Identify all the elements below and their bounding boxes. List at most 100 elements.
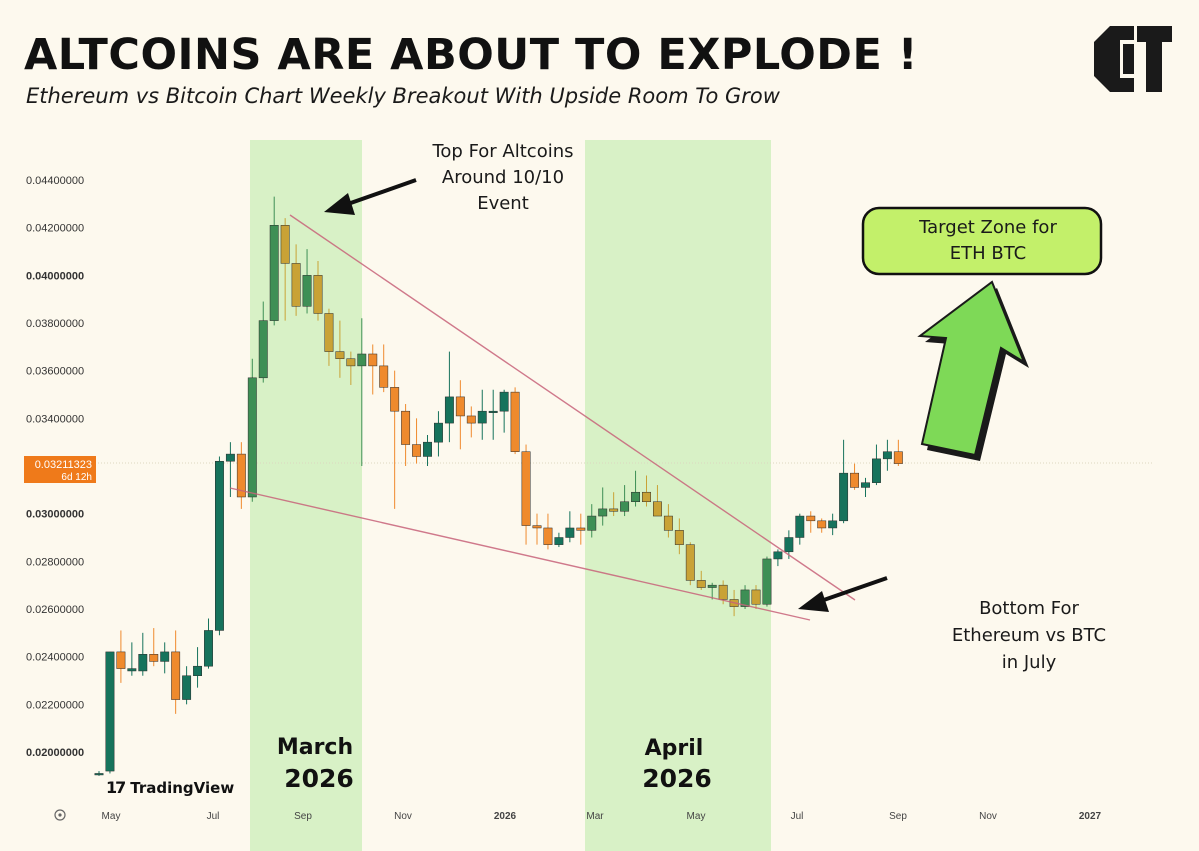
- candle: [138, 632, 148, 676]
- candle-body: [565, 527, 575, 538]
- candle: [850, 463, 859, 490]
- candle-body: [510, 391, 520, 452]
- candle: [839, 439, 849, 524]
- band-label-march-year: 2026: [284, 764, 354, 793]
- target-zone-box: [861, 206, 1103, 276]
- candle: [893, 439, 903, 466]
- y-tick-label: 0.04200000: [26, 223, 84, 235]
- candle-body: [795, 515, 805, 538]
- settings-icon: [54, 809, 66, 821]
- top-note-line: Event: [477, 193, 529, 214]
- candle: [423, 435, 432, 466]
- band-label-march: March: [277, 735, 353, 760]
- x-tick-label: 2026: [494, 811, 517, 822]
- candle-body: [236, 453, 246, 498]
- x-axis: May Jul Sep Nov 2026 Mar May Jul Sep Nov 2027: [54, 809, 1102, 822]
- price-badge-value: 0.03211323: [35, 459, 92, 471]
- bottom-note-line: Ethereum vs BTC: [952, 625, 1106, 646]
- candle-body: [773, 551, 783, 560]
- candle-body: [171, 651, 181, 700]
- y-tick-label: 0.03800000: [26, 318, 84, 330]
- candle-body: [488, 410, 498, 413]
- candle: [236, 442, 246, 509]
- candle-body: [269, 225, 279, 321]
- candle: [631, 470, 640, 507]
- candle-body: [653, 501, 662, 517]
- candle: [499, 389, 509, 433]
- candle-body: [444, 396, 454, 424]
- bottom-arrow-head-icon: [798, 591, 829, 612]
- candle: [280, 218, 290, 321]
- candle: [127, 642, 137, 676]
- candle: [751, 585, 761, 609]
- x-tick-label: 2027: [1079, 811, 1102, 822]
- candle: [466, 406, 476, 438]
- candle-body: [291, 263, 301, 307]
- candle: [477, 389, 487, 440]
- candle: [488, 389, 498, 440]
- candle-body: [674, 530, 684, 545]
- band-label-april: April: [645, 736, 704, 761]
- candle-body: [116, 651, 126, 669]
- annotations: Top For Altcoins Around 10/10 Event Bottom …: [277, 141, 1106, 793]
- candle-body: [718, 584, 728, 600]
- candle-body: [434, 422, 443, 443]
- candle: [258, 301, 268, 383]
- candle-body: [105, 651, 115, 772]
- candle-body: [160, 651, 170, 662]
- y-tick-label: 0.03400000: [26, 413, 84, 425]
- candle-body: [828, 520, 838, 529]
- band-march: [250, 140, 362, 851]
- page-title: ALTCOINS ARE ABOUT TO EXPLODE !: [24, 30, 918, 80]
- candle-body: [543, 527, 553, 545]
- candle-body: [554, 537, 564, 545]
- candle-body: [893, 451, 903, 464]
- candle-body: [379, 365, 389, 388]
- candle-body: [423, 441, 432, 457]
- candle: [368, 344, 378, 395]
- candle: [642, 475, 651, 507]
- candle-body: [357, 353, 367, 367]
- bottom-note-line: in July: [1002, 652, 1057, 673]
- upper-trendline: [289, 214, 856, 601]
- x-tick-label: May: [687, 811, 706, 822]
- candle: [543, 513, 553, 550]
- candle: [116, 630, 126, 683]
- candle: [434, 411, 443, 457]
- candle-body: [740, 589, 750, 607]
- x-tick-label: Nov: [979, 811, 997, 822]
- x-tick-label: Sep: [889, 811, 907, 822]
- target-zone-label: ETH BTC: [950, 243, 1026, 264]
- candle: [412, 418, 422, 464]
- candle-body: [751, 589, 761, 605]
- candles: [94, 196, 903, 776]
- candle-body: [280, 225, 290, 264]
- candle: [510, 387, 520, 455]
- candle: [565, 511, 575, 543]
- candle-body: [346, 358, 356, 367]
- lower-trendline: [229, 487, 811, 621]
- candle-body: [707, 584, 717, 588]
- y-tick-label: 0.04000000: [26, 270, 84, 282]
- x-tick-label: Sep: [294, 811, 312, 822]
- candle-body: [521, 451, 531, 526]
- big-green-arrow-icon: [917, 280, 1027, 457]
- candle: [707, 582, 717, 600]
- candle: [828, 513, 838, 536]
- y-tick-label: 0.02200000: [26, 699, 84, 711]
- candle-body: [532, 525, 542, 529]
- candle: [882, 439, 892, 471]
- candle-body: [182, 675, 192, 700]
- candle-body: [401, 410, 411, 445]
- candle-body: [663, 515, 673, 531]
- candle-body: [94, 773, 104, 776]
- candle-body: [576, 527, 586, 531]
- candle: [587, 504, 597, 538]
- top-note-line: Top For Altcoins: [431, 141, 573, 162]
- settings-icon-dot: [58, 813, 62, 817]
- bottom-arrow-shaft: [817, 576, 888, 604]
- candle-body: [149, 654, 159, 662]
- candle-body: [204, 630, 213, 667]
